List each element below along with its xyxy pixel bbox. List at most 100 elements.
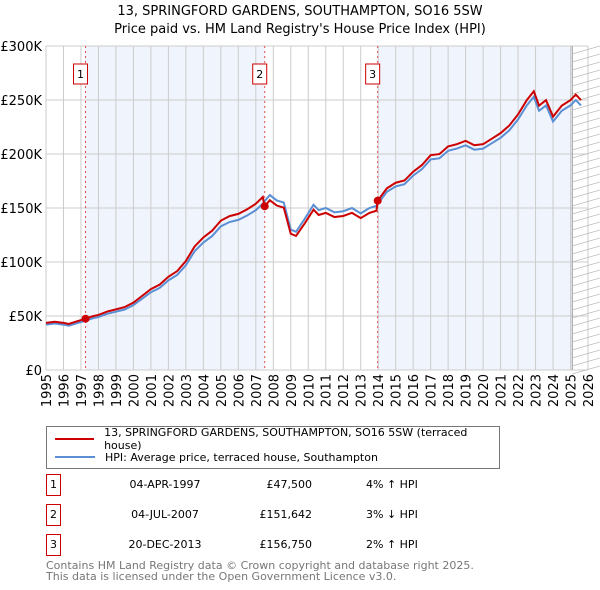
table-row: 1 04-APR-1997 £47,500 4% ↑ HPI	[46, 474, 446, 496]
x-tick-label: 2022	[512, 374, 527, 407]
sale-label: 1	[77, 68, 84, 81]
forecast-hatch	[572, 141, 600, 151]
sale-label-box	[365, 63, 381, 85]
x-tick-label: 2010	[302, 374, 317, 407]
x-tick-label: 2013	[355, 374, 370, 407]
chart-title: 13, SPRINGFORD GARDENS, SOUTHAMPTON, SO1…	[117, 4, 483, 19]
x-tick-label: 2020	[477, 374, 492, 407]
footer-note: Contains HM Land Registry data © Crown c…	[46, 560, 474, 582]
x-tick-label: 2025	[565, 374, 580, 407]
forecast-hatch	[572, 165, 600, 175]
x-tick-label: 2024	[547, 374, 562, 407]
x-tick-label: 2015	[390, 374, 405, 407]
forecast-hatch	[572, 357, 600, 367]
x-tick-label: 2004	[197, 374, 212, 407]
y-tick-label: £0	[25, 364, 42, 379]
forecast-hatch	[572, 253, 600, 263]
sale-point	[260, 202, 269, 211]
forecast-hatch	[572, 325, 600, 335]
footer-line: This data is licensed under the Open Gov…	[46, 570, 397, 583]
x-tick-label: 1997	[75, 374, 90, 407]
sale-marker-badge: 2	[46, 504, 61, 526]
forecast-hatch	[572, 317, 600, 327]
hpi-diff: 3% ↓ HPI	[366, 508, 418, 521]
y-tick-label: £150K	[0, 202, 42, 217]
forecast-hatch	[572, 117, 600, 127]
forecast-hatch	[572, 133, 600, 143]
forecast-hatch	[572, 125, 600, 135]
forecast-hatch	[572, 109, 600, 119]
forecast-hatch	[572, 85, 600, 95]
legend-item-hpi: HPI: Average price, terraced house, Sout…	[55, 449, 378, 465]
x-tick-label: 2017	[425, 374, 440, 407]
hpi-line	[45, 94, 582, 327]
legend-swatch-blue	[55, 456, 95, 458]
y-tick-label: £300K	[0, 40, 42, 55]
sale-marker-badge: 3	[46, 534, 61, 556]
footer-line: Contains HM Land Registry data © Crown c…	[46, 559, 474, 572]
forecast-hatch	[572, 181, 600, 191]
legend-item-property: 13, SPRINGFORD GARDENS, SOUTHAMPTON, SO1…	[55, 426, 499, 452]
x-tick-label: 2014	[372, 374, 387, 407]
x-tick-label: 2026	[582, 374, 597, 407]
forecast-hatch	[572, 301, 600, 311]
forecast-hatch	[572, 293, 600, 303]
x-tick-label: 2008	[267, 374, 282, 407]
forecast-hatch	[572, 69, 600, 79]
sale-marker-badge: 1	[46, 474, 61, 496]
property-price-line	[45, 89, 582, 325]
forecast-hatch	[572, 333, 600, 343]
forecast-hatch	[572, 285, 600, 295]
sale-point	[81, 314, 90, 323]
forecast-hatch	[572, 101, 600, 111]
sale-label: 2	[256, 68, 263, 81]
sale-date: 04-JUL-2007	[131, 508, 199, 521]
forecast-hatch	[572, 237, 600, 247]
sale-price: £47,500	[266, 478, 313, 491]
legend-swatch-red	[55, 438, 95, 440]
forecast-hatch	[572, 45, 600, 55]
forecast-hatch	[572, 341, 600, 351]
x-tick-label: 2011	[320, 374, 335, 407]
table-row: 2 04-JUL-2007 £151,642 3% ↓ HPI	[46, 504, 446, 526]
forecast-hatch	[572, 309, 600, 319]
x-tick-label: 2002	[162, 374, 177, 407]
sale-price: £151,642	[259, 508, 313, 521]
sale-point	[373, 196, 382, 205]
x-tick-label: 2005	[215, 374, 230, 407]
hpi-diff: 2% ↑ HPI	[366, 538, 418, 551]
x-tick-label: 1996	[57, 374, 72, 407]
forecast-hatch	[572, 261, 600, 271]
x-tick-label: 1999	[110, 374, 125, 407]
x-tick-label: 2018	[442, 374, 457, 407]
forecast-hatch	[572, 53, 600, 63]
x-tick-label: 2000	[127, 374, 142, 407]
x-tick-label: 2021	[495, 374, 510, 407]
hpi-diff: 4% ↑ HPI	[366, 478, 418, 491]
forecast-hatch	[572, 77, 600, 87]
sale-label: 3	[369, 68, 376, 81]
legend-label: 13, SPRINGFORD GARDENS, SOUTHAMPTON, SO1…	[104, 426, 468, 452]
sale-price: £156,750	[259, 538, 313, 551]
sale-date: 04-APR-1997	[129, 478, 201, 491]
table-row: 3 20-DEC-2013 £156,750 2% ↑ HPI	[46, 534, 446, 556]
x-tick-label: 2009	[285, 374, 300, 407]
forecast-hatch	[572, 197, 600, 207]
sale-label-box	[73, 63, 89, 85]
forecast-hatch	[572, 229, 600, 239]
y-tick-label: £100K	[0, 256, 42, 271]
y-tick-label: £50K	[9, 310, 43, 325]
x-tick-label: 1998	[92, 374, 107, 407]
forecast-hatch	[572, 205, 600, 215]
forecast-hatch	[572, 173, 600, 183]
forecast-hatch	[572, 157, 600, 167]
forecast-hatch	[572, 349, 600, 359]
forecast-hatch	[572, 277, 600, 287]
forecast-hatch	[572, 365, 600, 375]
x-tick-label: 2006	[232, 374, 247, 407]
legend: 13, SPRINGFORD GARDENS, SOUTHAMPTON, SO1…	[46, 426, 500, 469]
forecast-hatch	[572, 189, 600, 199]
forecast-hatch	[572, 269, 600, 279]
legend-label: HPI: Average price, terraced house, Sout…	[105, 450, 378, 464]
x-tick-label: 2019	[460, 374, 475, 407]
